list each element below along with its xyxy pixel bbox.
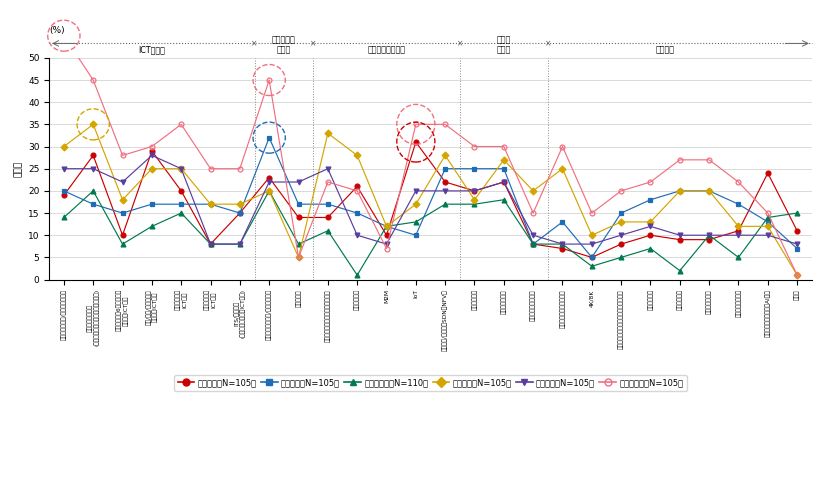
Text: ICT利活用: ICT利活用: [138, 45, 165, 54]
Text: (%): (%): [49, 26, 65, 35]
Text: ×: ×: [251, 39, 257, 48]
Text: プラットフォーム: プラットフォーム: [367, 45, 405, 54]
Text: ×: ×: [544, 39, 550, 48]
Text: コンテンツ
アプリ: コンテンツ アプリ: [272, 35, 296, 54]
Y-axis label: 回答率: 回答率: [13, 161, 22, 177]
Text: デバイス: デバイス: [655, 45, 674, 54]
Text: ×: ×: [456, 39, 463, 48]
Legend: 日本企業（N=105）, 米国企業（N=105）, ドイツ企業（N=110）, 中国企業（N=105）, 韓国企業（N=105）, インド企業（N=105）: 日本企業（N=105）, 米国企業（N=105）, ドイツ企業（N=110）, …: [174, 375, 686, 391]
Text: ×: ×: [310, 39, 316, 48]
Text: ネット
ワーク: ネット ワーク: [496, 35, 510, 54]
